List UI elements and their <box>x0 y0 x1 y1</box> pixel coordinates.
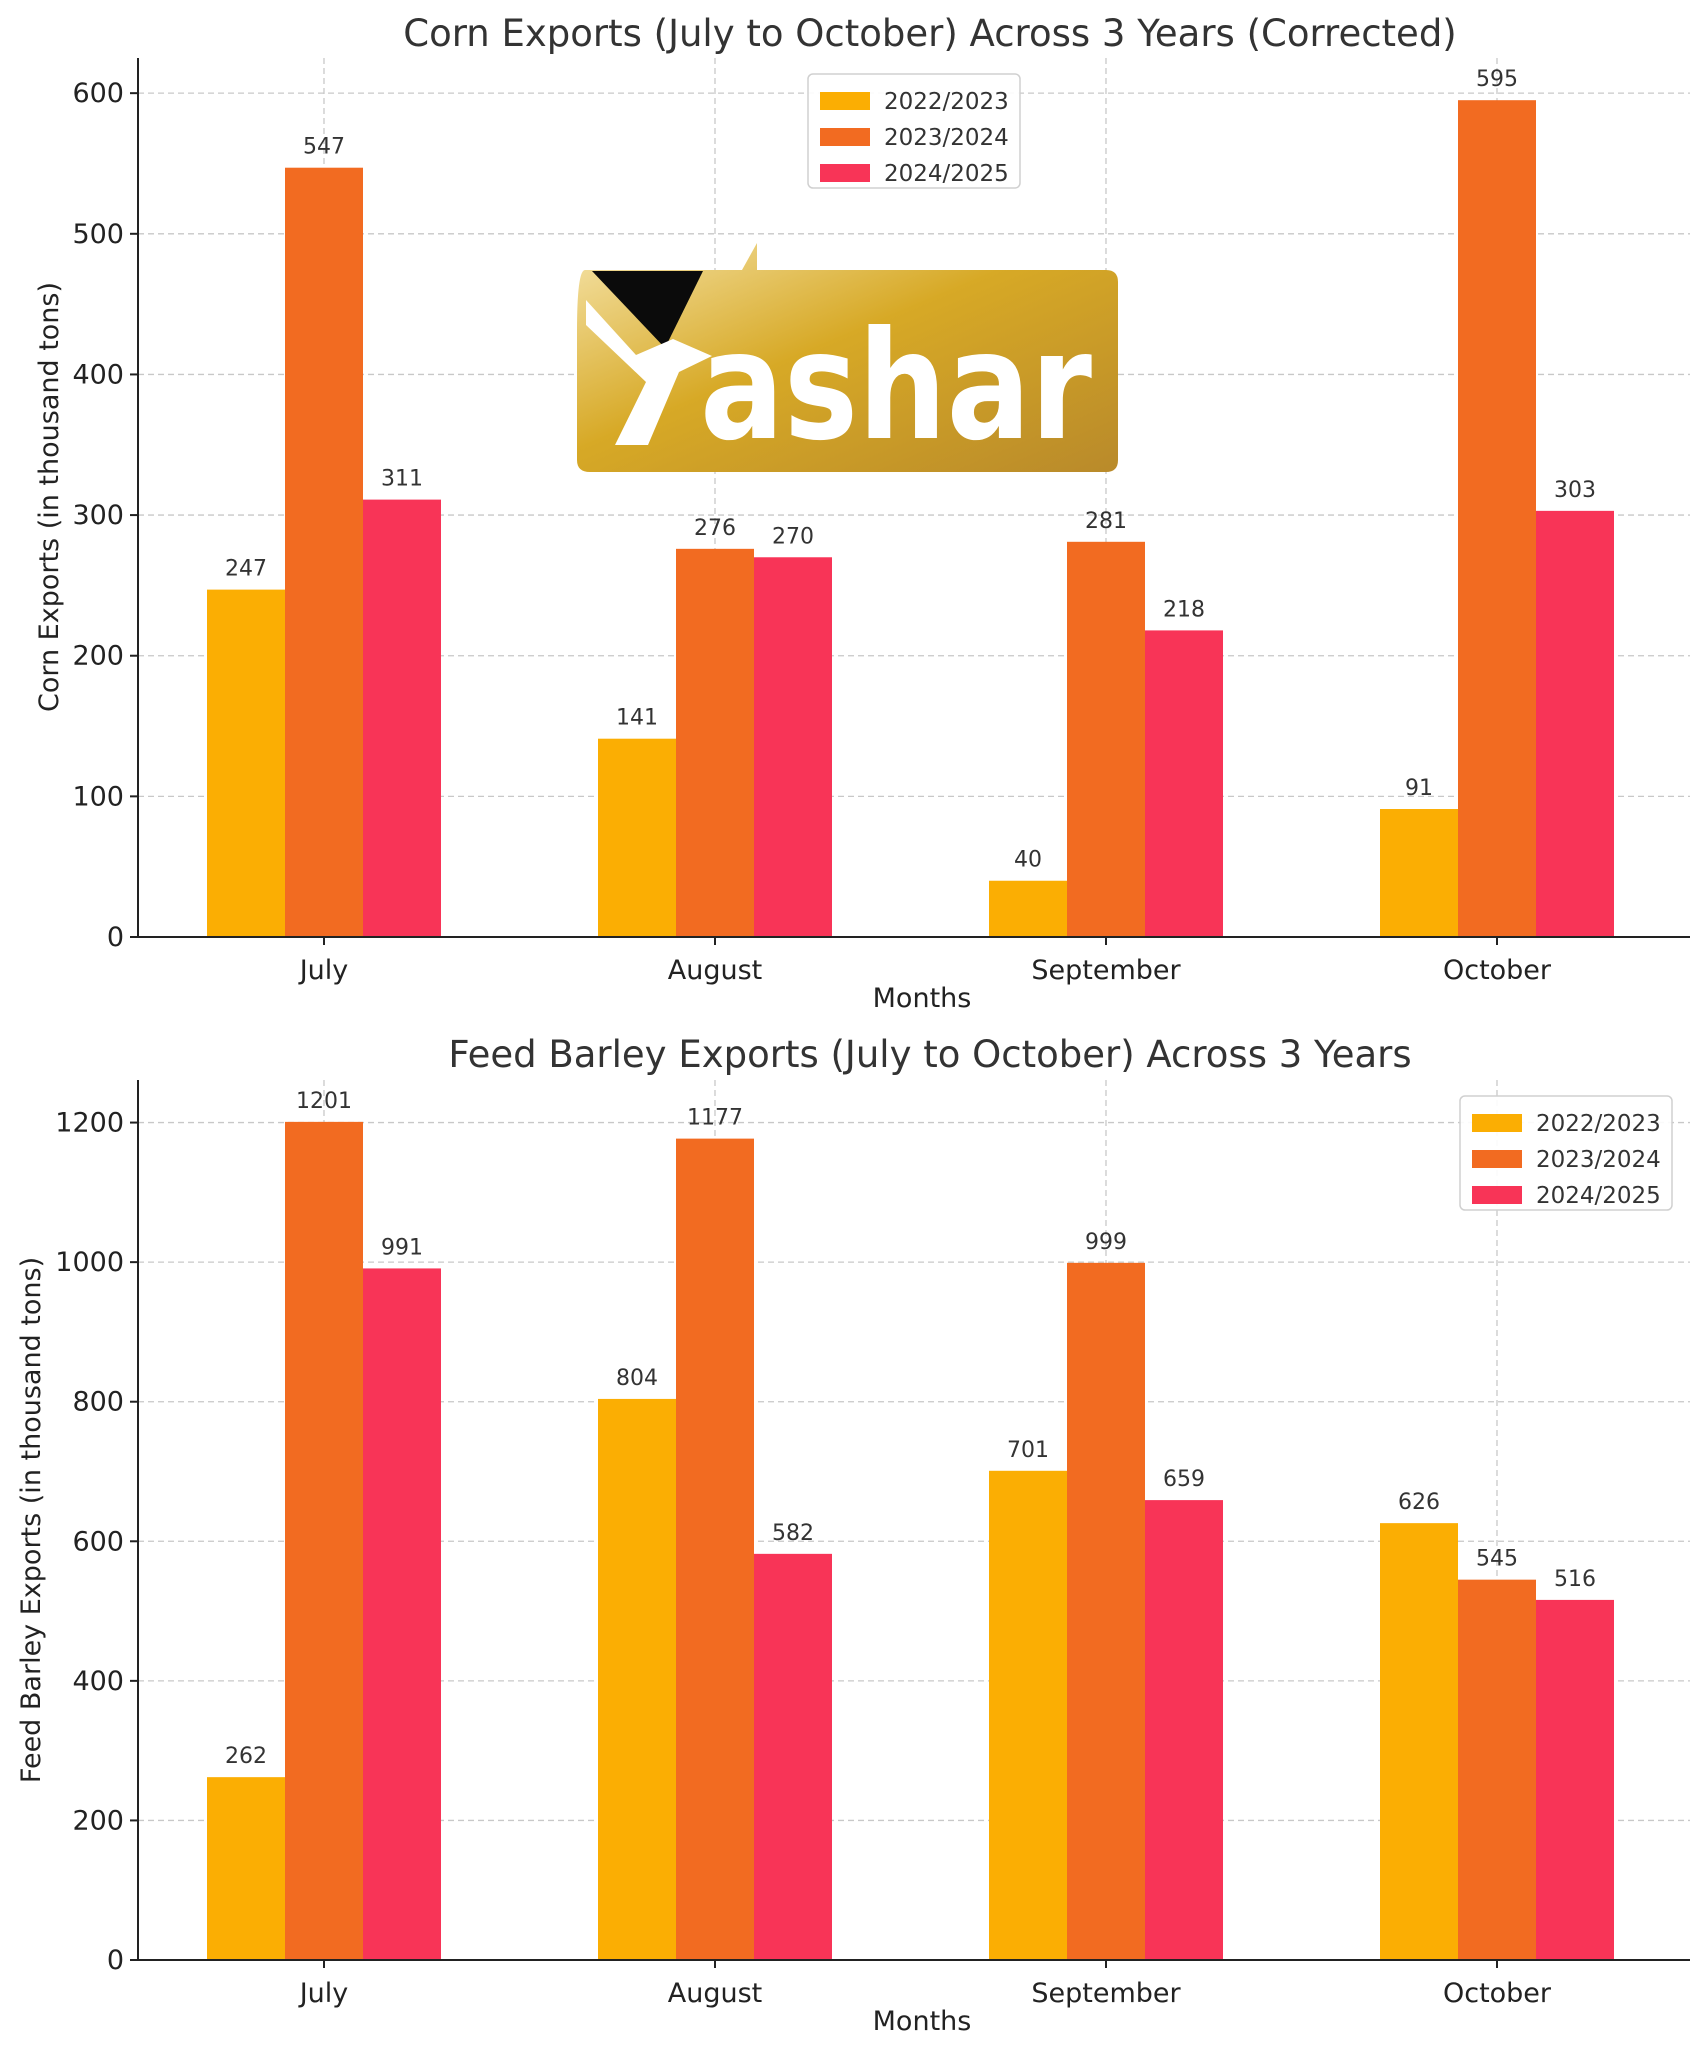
bar-2023-2024-october <box>1458 1579 1536 1960</box>
bar-2023-2024-september <box>1067 1262 1145 1960</box>
legend-swatch <box>1472 1114 1522 1132</box>
barley-exports-chart: 262 804 701 626 1201 1177 999 545 991 582 659 516 0 2… <box>16 1033 1690 2037</box>
bar-2023-2024-july <box>285 1121 363 1960</box>
legend-swatch <box>1472 1186 1522 1204</box>
bar-2024-2025-august <box>754 1553 832 1960</box>
y-tick-label: 1000 <box>55 1247 124 1278</box>
data-label: 270 <box>772 524 814 549</box>
data-label: 303 <box>1554 478 1596 503</box>
data-label: 281 <box>1085 509 1127 534</box>
bar-2022-2023-august <box>598 738 676 937</box>
y-tick-label: 200 <box>72 641 124 672</box>
data-label: 247 <box>225 557 267 582</box>
bar-2022-2023-july <box>207 589 285 937</box>
legend-swatch <box>820 128 870 146</box>
y-tick-label: 600 <box>72 78 124 109</box>
y-tick-label: 400 <box>72 1666 124 1697</box>
y-tick-label: 800 <box>72 1387 124 1418</box>
bar-2024-2025-october <box>1536 510 1614 937</box>
data-label: 659 <box>1163 1467 1205 1492</box>
data-label: 141 <box>616 706 658 731</box>
bar-2023-2024-august <box>676 548 754 937</box>
bar-2024-2025-july <box>363 1268 441 1960</box>
y-tick-label: 500 <box>72 219 124 250</box>
y-tick-label: 400 <box>72 359 124 390</box>
data-label: 701 <box>1007 1438 1049 1463</box>
yashar-logo: ashar <box>577 243 1118 474</box>
legend-label: 2022/2023 <box>884 89 1009 115</box>
data-label: 91 <box>1405 776 1433 801</box>
bar-2022-2023-september <box>989 1470 1067 1960</box>
legend-label: 2024/2025 <box>884 161 1009 187</box>
bar-2023-2024-september <box>1067 541 1145 937</box>
bar-2022-2023-october <box>1380 809 1458 937</box>
bar-2024-2025-september <box>1145 630 1223 937</box>
x-axis-label: Months <box>873 983 972 1014</box>
legend-swatch <box>1472 1150 1522 1168</box>
data-label: 262 <box>225 1744 267 1769</box>
data-label: 626 <box>1398 1490 1440 1515</box>
data-label: 276 <box>694 516 736 541</box>
y-tick-label: 100 <box>72 781 124 812</box>
legend-label: 2023/2024 <box>1536 1147 1661 1173</box>
y-axis-label: Corn Exports (in thousand tons) <box>34 282 65 712</box>
bar-2023-2024-july <box>285 167 363 937</box>
x-tick-label: August <box>668 955 763 986</box>
bar-2023-2024-october <box>1458 100 1536 937</box>
logo-text: ashar <box>700 300 1092 474</box>
x-axis-label: Months <box>873 2006 972 2037</box>
legend-label: 2022/2023 <box>1536 1111 1661 1137</box>
y-tick-label: 300 <box>72 500 124 531</box>
legend-label: 2024/2025 <box>1536 1183 1661 1209</box>
data-label: 40 <box>1014 848 1042 873</box>
x-tick-label: July <box>298 1978 349 2009</box>
bar-2022-2023-october <box>1380 1523 1458 1960</box>
data-label: 547 <box>303 135 345 160</box>
y-tick-label: 0 <box>107 1945 124 1976</box>
legend-swatch <box>820 164 870 182</box>
data-label: 1201 <box>296 1089 352 1114</box>
data-label: 545 <box>1476 1547 1518 1572</box>
data-label: 218 <box>1163 597 1205 622</box>
logo-triangle-icon <box>592 271 703 348</box>
data-label: 595 <box>1476 67 1518 92</box>
data-label: 999 <box>1085 1230 1127 1255</box>
bar-2024-2025-september <box>1145 1500 1223 1960</box>
data-label: 1177 <box>687 1106 743 1131</box>
x-tick-label: August <box>668 1978 763 2009</box>
y-tick-label: 0 <box>107 922 124 953</box>
data-label: 516 <box>1554 1567 1596 1592</box>
y-tick-label: 600 <box>72 1526 124 1557</box>
chart-title: Feed Barley Exports (July to October) Ac… <box>448 1033 1411 1076</box>
y-axis-label: Feed Barley Exports (in thousand tons) <box>16 1257 47 1783</box>
bar-2022-2023-august <box>598 1398 676 1960</box>
legend: 2022/2023 2023/2024 2024/2025 <box>807 73 1021 189</box>
logo-y-stroke-icon <box>586 300 712 445</box>
bar-2022-2023-september <box>989 880 1067 937</box>
legend: 2022/2023 2023/2024 2024/2025 <box>1459 1095 1673 1211</box>
data-label: 804 <box>616 1366 658 1391</box>
chart-title: Corn Exports (July to October) Across 3 … <box>403 12 1457 55</box>
x-tick-label: September <box>1031 955 1181 986</box>
y-tick-label: 200 <box>72 1805 124 1836</box>
x-tick-label: October <box>1443 955 1552 986</box>
bar-2024-2025-july <box>363 499 441 937</box>
x-tick-label: July <box>298 955 349 986</box>
y-tick-label: 1200 <box>55 1108 124 1139</box>
data-label: 311 <box>381 467 423 492</box>
corn-exports-chart: 247 141 40 91 547 276 281 595 311 270 218 303 0 100 20… <box>34 12 1690 1014</box>
legend-label: 2023/2024 <box>884 125 1009 151</box>
bar-2022-2023-july <box>207 1777 285 1960</box>
data-label: 991 <box>381 1235 423 1260</box>
legend-swatch <box>820 92 870 110</box>
logo-background <box>577 243 1118 472</box>
x-tick-label: September <box>1031 1978 1181 2009</box>
data-label: 582 <box>772 1521 814 1546</box>
bar-2023-2024-august <box>676 1138 754 1960</box>
bar-2024-2025-august <box>754 557 832 937</box>
bar-2024-2025-october <box>1536 1599 1614 1960</box>
x-tick-label: October <box>1443 1978 1552 2009</box>
